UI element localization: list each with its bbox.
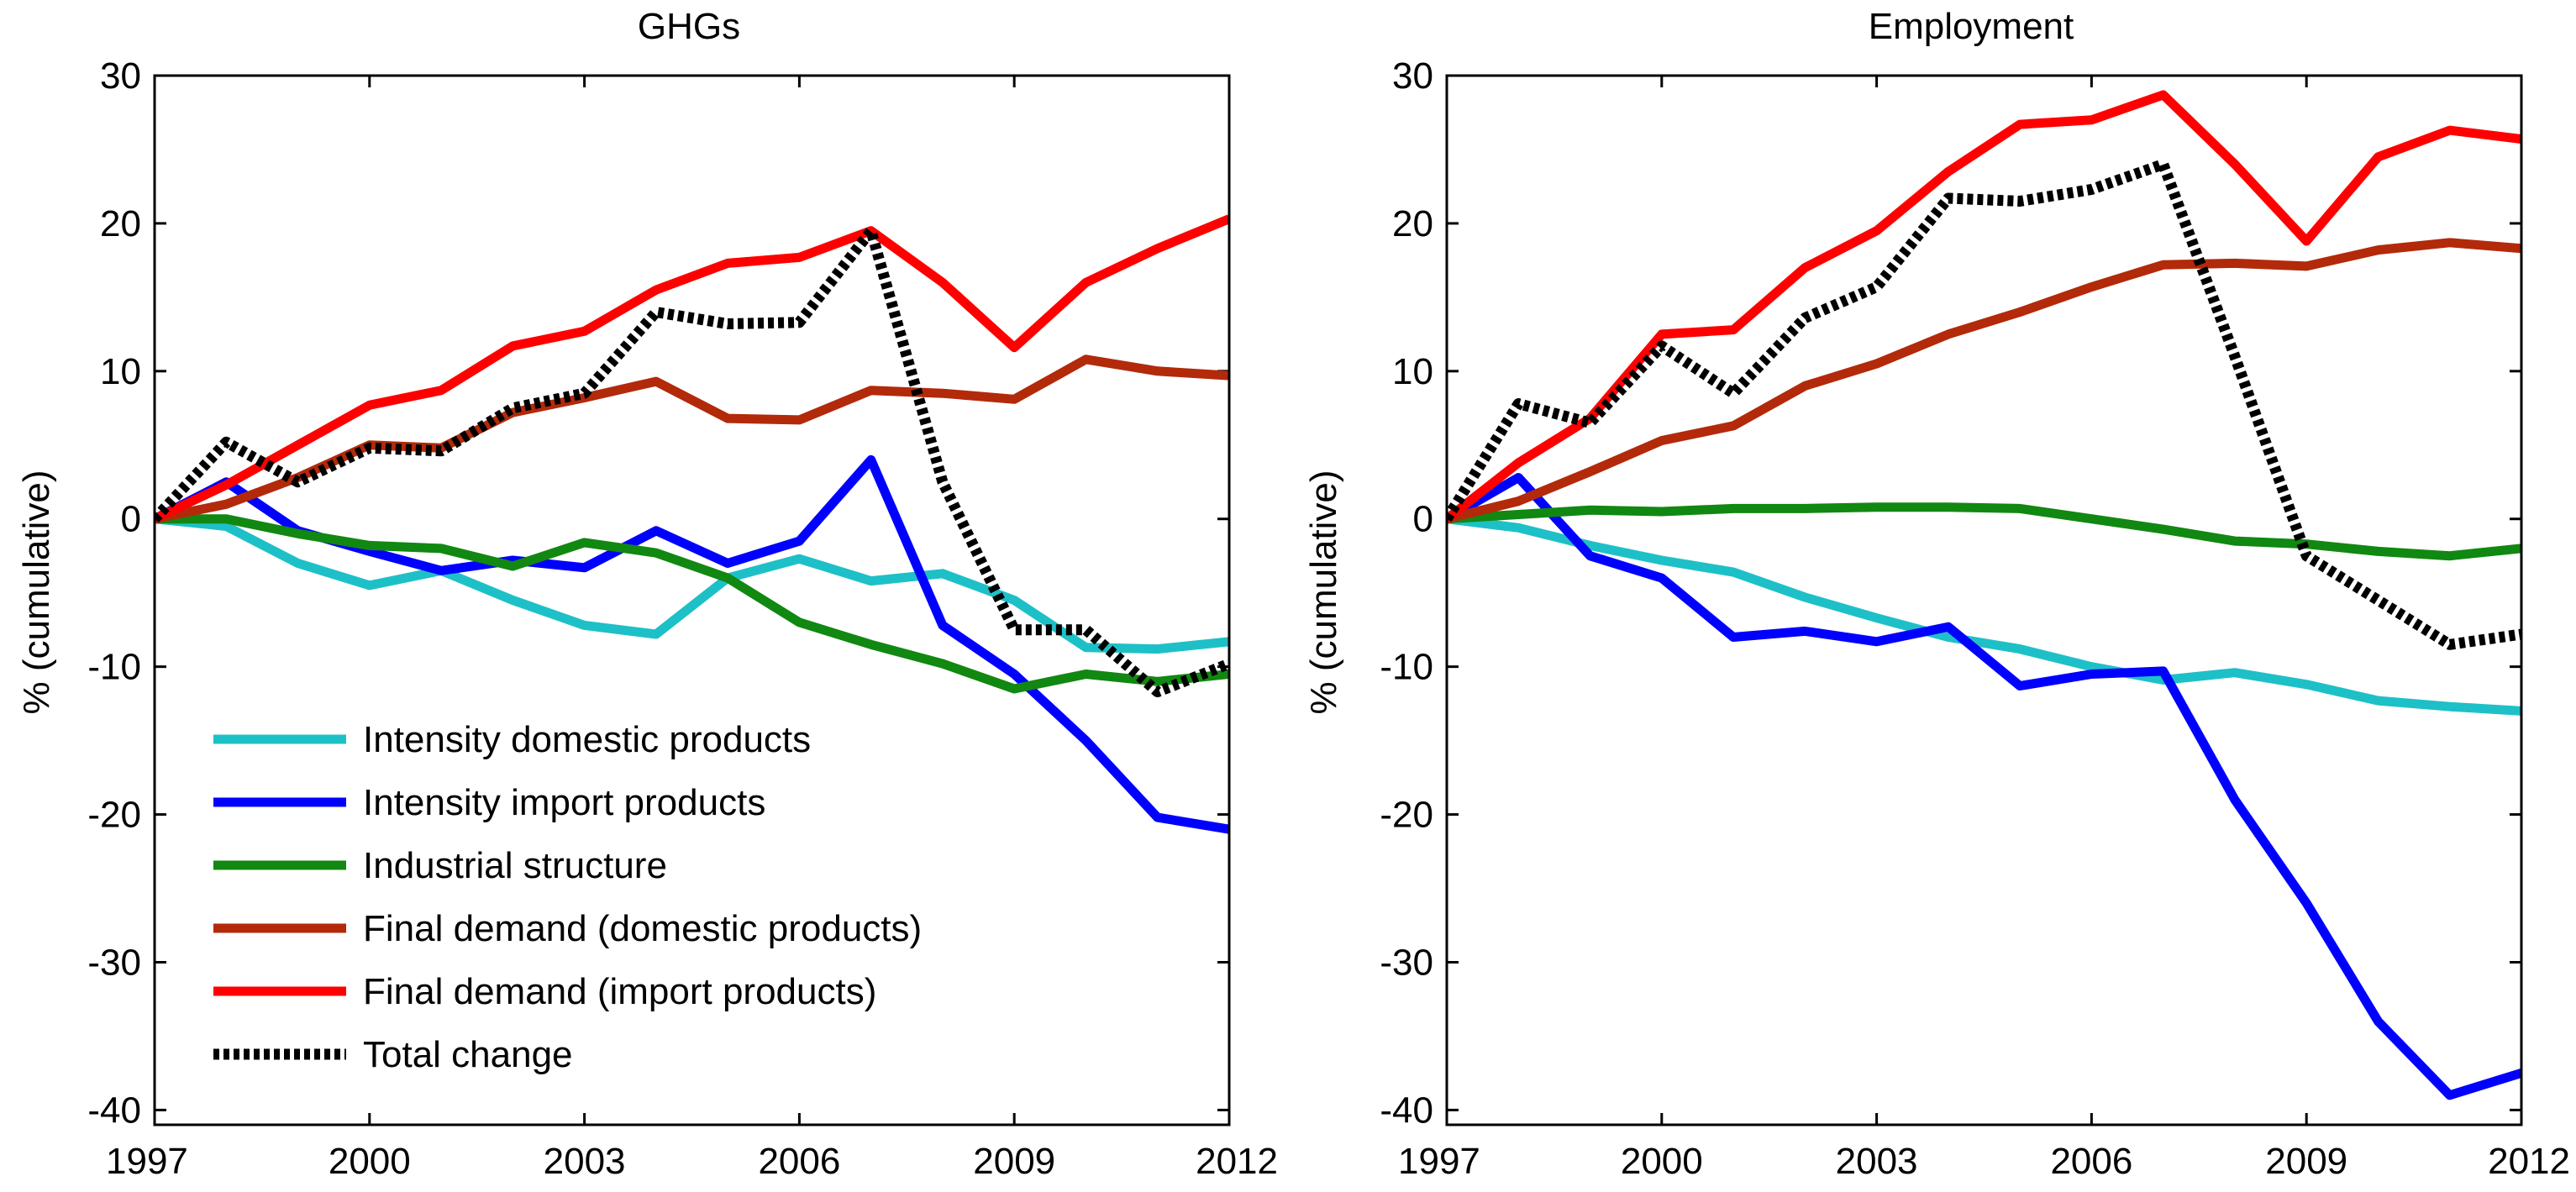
y-tick-label: -20 bbox=[87, 795, 141, 836]
legend-item-industrial-structure: Industrial structure bbox=[213, 845, 667, 886]
legend-item-total-change: Total change bbox=[213, 1034, 573, 1075]
series-line-total-change bbox=[155, 225, 1229, 698]
legend-label: Final demand (domestic products) bbox=[363, 908, 922, 949]
x-tick-label: 2009 bbox=[973, 1141, 1055, 1182]
legend-label: Total change bbox=[363, 1034, 573, 1075]
x-tick-label: 2006 bbox=[2050, 1141, 2132, 1182]
y-tick-label: 30 bbox=[1392, 55, 1433, 97]
series-line-total-change bbox=[1447, 159, 2521, 650]
x-tick-label: 2000 bbox=[1621, 1141, 1703, 1182]
series-line-industrial-structure bbox=[155, 514, 1229, 694]
y-tick-label: 30 bbox=[100, 55, 141, 97]
x-tick-label: 2003 bbox=[1836, 1141, 1918, 1182]
x-tick-label: 1997 bbox=[1398, 1141, 1480, 1182]
y-tick-label: 10 bbox=[100, 351, 141, 392]
x-tick-label: 2009 bbox=[2265, 1141, 2347, 1182]
panel-ghgs: GHGs % (cumulative) -40 -30 -20 -10 0 10 20 30 1… bbox=[16, 6, 1278, 1182]
series-line-final-demand-domestic-products bbox=[1447, 238, 2521, 524]
y-tick-label: -40 bbox=[1380, 1090, 1433, 1131]
y-tick-label: 20 bbox=[1392, 203, 1433, 244]
series-line-industrial-structure bbox=[1447, 502, 2521, 561]
x-tick-label: 2012 bbox=[1196, 1141, 1278, 1182]
series-line-final-demand-domestic-products bbox=[155, 354, 1229, 524]
x-tick-label: 1997 bbox=[106, 1141, 188, 1182]
x-tick-label: 2012 bbox=[2488, 1141, 2570, 1182]
x-tick-label: 2000 bbox=[329, 1141, 411, 1182]
legend-item-final-demand-domestic-products: Final demand (domestic products) bbox=[213, 908, 922, 949]
legend: Intensity domestic products Intensity imp… bbox=[213, 719, 922, 1075]
y-tick-label: -40 bbox=[87, 1090, 141, 1131]
y-tick-label: 0 bbox=[1413, 499, 1433, 540]
y-tick-label: 0 bbox=[121, 499, 141, 540]
legend-item-intensity-domestic-products: Intensity domestic products bbox=[213, 719, 811, 760]
series-line-final-demand-import-products bbox=[155, 214, 1229, 523]
y-tick-label: -20 bbox=[1380, 795, 1433, 836]
plot-frame bbox=[153, 74, 1231, 1126]
y-axis-label: % (cumulative) bbox=[16, 470, 57, 715]
y-tick-label: 10 bbox=[1392, 351, 1433, 392]
plot-frame bbox=[1445, 74, 2523, 1126]
x-tick-label: 2006 bbox=[758, 1141, 840, 1182]
y-tick-label: -10 bbox=[87, 647, 141, 688]
legend-item-intensity-import-products: Intensity import products bbox=[213, 782, 765, 823]
chart-title: GHGs bbox=[638, 6, 740, 47]
legend-item-final-demand-import-products: Final demand (import products) bbox=[213, 971, 876, 1012]
axes-ghgs: -40 -30 -20 -10 0 10 20 30 1997 2000 2003 2006 2009 2… bbox=[87, 55, 1278, 1182]
y-tick-label: 20 bbox=[100, 203, 141, 244]
y-tick-label: -10 bbox=[1380, 647, 1433, 688]
y-axis-label: % (cumulative) bbox=[1303, 470, 1344, 715]
series-line-final-demand-import-products bbox=[1447, 90, 2521, 523]
y-tick-label: -30 bbox=[87, 942, 141, 983]
legend-label: Intensity domestic products bbox=[363, 719, 811, 760]
series-line-intensity-domestic-products bbox=[1447, 514, 2521, 716]
series-line-intensity-import-products bbox=[1447, 473, 2521, 1100]
legend-label: Industrial structure bbox=[363, 845, 667, 886]
chart-title: Employment bbox=[1869, 6, 2074, 47]
series-line-intensity-domestic-products bbox=[155, 514, 1229, 654]
panel-employment: Employment % (cumulative) -40 -30 -20 -10 0 1… bbox=[1303, 6, 2570, 1182]
y-tick-label: -30 bbox=[1380, 942, 1433, 983]
legend-label: Final demand (import products) bbox=[363, 971, 876, 1012]
x-tick-label: 2003 bbox=[544, 1141, 626, 1182]
legend-label: Intensity import products bbox=[363, 782, 765, 823]
axes-employment: -40 -30 -20 -10 0 10 20 30 1997 2000 2003 2006 2009 2… bbox=[1380, 55, 2570, 1182]
